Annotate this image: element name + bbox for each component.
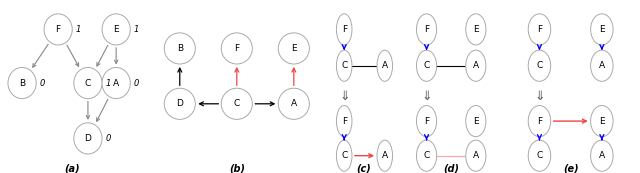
- Circle shape: [221, 88, 252, 119]
- Text: C: C: [536, 61, 543, 70]
- Circle shape: [44, 14, 72, 45]
- Text: F: F: [424, 117, 429, 126]
- Text: D: D: [177, 99, 183, 108]
- Circle shape: [337, 14, 352, 45]
- Text: ⇓: ⇓: [339, 90, 349, 103]
- Text: C: C: [341, 151, 348, 160]
- Text: B: B: [19, 79, 25, 88]
- Circle shape: [8, 67, 36, 99]
- Text: C: C: [424, 61, 429, 70]
- Text: D: D: [84, 134, 92, 143]
- Circle shape: [591, 14, 613, 45]
- Text: A: A: [381, 151, 388, 160]
- Circle shape: [164, 88, 195, 119]
- Text: E: E: [599, 25, 605, 34]
- Circle shape: [278, 33, 309, 64]
- Text: 1: 1: [133, 25, 139, 34]
- Circle shape: [102, 67, 131, 99]
- Circle shape: [528, 50, 550, 81]
- Circle shape: [417, 140, 436, 171]
- Circle shape: [466, 106, 486, 137]
- Text: E: E: [113, 25, 119, 34]
- Text: 0: 0: [133, 79, 139, 88]
- Circle shape: [102, 14, 131, 45]
- Circle shape: [377, 140, 392, 171]
- Text: F: F: [537, 117, 542, 126]
- Circle shape: [528, 14, 550, 45]
- Text: (e): (e): [563, 163, 579, 173]
- Text: A: A: [113, 79, 119, 88]
- Text: (d): (d): [443, 163, 460, 173]
- Circle shape: [221, 33, 252, 64]
- Text: 0: 0: [39, 79, 45, 88]
- Text: ⇓: ⇓: [421, 90, 432, 103]
- Circle shape: [337, 50, 352, 81]
- Text: C: C: [424, 151, 429, 160]
- Circle shape: [74, 123, 102, 154]
- Circle shape: [377, 50, 392, 81]
- Text: F: F: [234, 44, 239, 53]
- Text: 1: 1: [105, 79, 111, 88]
- Circle shape: [591, 50, 613, 81]
- Text: F: F: [424, 25, 429, 34]
- Circle shape: [528, 106, 550, 137]
- Text: C: C: [234, 99, 240, 108]
- Text: B: B: [177, 44, 183, 53]
- Text: A: A: [291, 99, 297, 108]
- Text: E: E: [599, 117, 605, 126]
- Text: E: E: [473, 25, 479, 34]
- Text: F: F: [56, 25, 61, 34]
- Text: A: A: [381, 61, 388, 70]
- Text: A: A: [599, 61, 605, 70]
- Text: C: C: [341, 61, 348, 70]
- Text: A: A: [473, 151, 479, 160]
- Circle shape: [417, 106, 436, 137]
- Text: A: A: [473, 61, 479, 70]
- Text: C: C: [536, 151, 543, 160]
- Text: (a): (a): [65, 163, 80, 173]
- Circle shape: [278, 88, 309, 119]
- Circle shape: [164, 33, 195, 64]
- Text: ⇓: ⇓: [534, 90, 545, 103]
- Text: F: F: [342, 117, 347, 126]
- Circle shape: [591, 140, 613, 171]
- Circle shape: [591, 106, 613, 137]
- Circle shape: [466, 50, 486, 81]
- Circle shape: [528, 140, 550, 171]
- Text: E: E: [473, 117, 479, 126]
- Text: F: F: [342, 25, 347, 34]
- Text: F: F: [537, 25, 542, 34]
- Text: 0: 0: [105, 134, 111, 143]
- Circle shape: [417, 50, 436, 81]
- Text: E: E: [291, 44, 296, 53]
- Circle shape: [337, 140, 352, 171]
- Circle shape: [466, 140, 486, 171]
- Circle shape: [417, 14, 436, 45]
- Text: 1: 1: [76, 25, 81, 34]
- Circle shape: [337, 106, 352, 137]
- Text: (c): (c): [356, 163, 371, 173]
- Text: (b): (b): [229, 163, 244, 173]
- Circle shape: [74, 67, 102, 99]
- Circle shape: [466, 14, 486, 45]
- Text: C: C: [85, 79, 91, 88]
- Text: A: A: [599, 151, 605, 160]
